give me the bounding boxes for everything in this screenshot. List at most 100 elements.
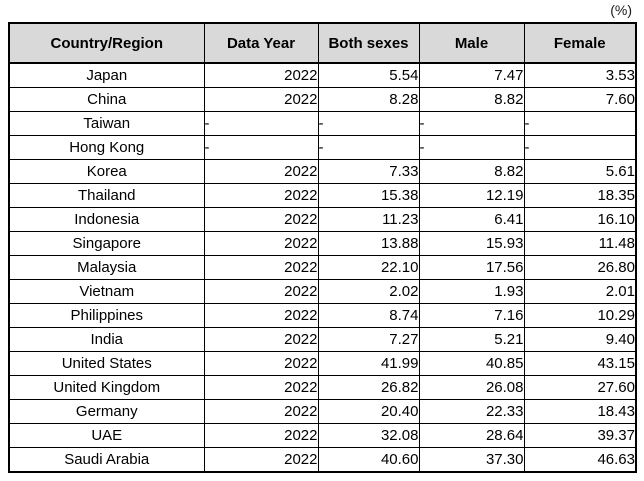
cell-country: UAE <box>8 423 205 448</box>
cell-value: - <box>523 135 637 160</box>
cell-value: 2.01 <box>523 279 637 304</box>
cell-value: 43.15 <box>523 351 637 376</box>
cell-value: - <box>523 111 637 136</box>
table-row: Taiwan - - - - <box>8 111 637 136</box>
cell-value: 28.64 <box>418 423 525 448</box>
cell-value: 2022 <box>203 375 319 400</box>
cell-value: 7.16 <box>418 303 525 328</box>
cell-country: Vietnam <box>8 279 205 304</box>
cell-country: Hong Kong <box>8 135 205 160</box>
cell-country: China <box>8 87 205 112</box>
cell-value: 40.60 <box>317 447 420 473</box>
cell-value: 2022 <box>203 279 319 304</box>
cell-value: 15.38 <box>317 183 420 208</box>
table-row: China 2022 8.28 8.82 7.60 <box>8 87 637 112</box>
table-row: Germany 2022 20.40 22.33 18.43 <box>8 399 637 424</box>
cell-country: Singapore <box>8 231 205 256</box>
cell-value: 2022 <box>203 87 319 112</box>
cell-value: - <box>317 135 420 160</box>
cell-value: 5.21 <box>418 327 525 352</box>
cell-value: 20.40 <box>317 399 420 424</box>
table-body: Japan 2022 5.54 7.47 3.53 China 2022 8.28 8.82 7.… <box>8 62 637 473</box>
cell-value: 15.93 <box>418 231 525 256</box>
cell-value: 2022 <box>203 351 319 376</box>
cell-value: 27.60 <box>523 375 637 400</box>
column-header: Country/Region <box>8 22 205 64</box>
cell-value: 6.41 <box>418 207 525 232</box>
cell-value: 2.02 <box>317 279 420 304</box>
cell-value: 7.60 <box>523 87 637 112</box>
cell-value: - <box>203 111 319 136</box>
cell-country: India <box>8 327 205 352</box>
cell-value: 8.74 <box>317 303 420 328</box>
table-row: Korea 2022 7.33 8.82 5.61 <box>8 159 637 184</box>
cell-value: 8.82 <box>418 87 525 112</box>
cell-value: 2022 <box>203 255 319 280</box>
cell-country: Korea <box>8 159 205 184</box>
cell-country: Indonesia <box>8 207 205 232</box>
cell-country: United States <box>8 351 205 376</box>
table-row: Hong Kong - - - - <box>8 135 637 160</box>
cell-value: 18.35 <box>523 183 637 208</box>
cell-country: Philippines <box>8 303 205 328</box>
cell-value: 40.85 <box>418 351 525 376</box>
table-row: Saudi Arabia 2022 40.60 37.30 46.63 <box>8 447 637 473</box>
column-header: Both sexes <box>317 22 420 64</box>
cell-value: 2022 <box>203 327 319 352</box>
cell-value: 13.88 <box>317 231 420 256</box>
cell-value: 7.27 <box>317 327 420 352</box>
cell-value: 2022 <box>203 423 319 448</box>
cell-value: 39.37 <box>523 423 637 448</box>
table-row: Malaysia 2022 22.10 17.56 26.80 <box>8 255 637 280</box>
cell-value: - <box>203 135 319 160</box>
cell-value: 7.47 <box>418 62 525 88</box>
table-row: India 2022 7.27 5.21 9.40 <box>8 327 637 352</box>
country-stats-table: Country/Region Data Year Both sexes Male Fem… <box>8 22 637 473</box>
cell-value: 7.33 <box>317 159 420 184</box>
column-header: Data Year <box>203 22 319 64</box>
table-row: Japan 2022 5.54 7.47 3.53 <box>8 62 637 88</box>
cell-value: 32.08 <box>317 423 420 448</box>
table-row: Indonesia 2022 11.23 6.41 16.10 <box>8 207 637 232</box>
cell-value: 11.23 <box>317 207 420 232</box>
column-header: Female <box>523 22 637 64</box>
cell-value: 2022 <box>203 399 319 424</box>
cell-value: 3.53 <box>523 62 637 88</box>
cell-value: 2022 <box>203 62 319 88</box>
table-header-row: Country/Region Data Year Both sexes Male Fem… <box>8 22 637 64</box>
cell-value: 8.28 <box>317 87 420 112</box>
cell-value: 2022 <box>203 183 319 208</box>
cell-value: - <box>317 111 420 136</box>
table-row: UAE 2022 32.08 28.64 39.37 <box>8 423 637 448</box>
cell-country: Thailand <box>8 183 205 208</box>
cell-value: 16.10 <box>523 207 637 232</box>
cell-value: 10.29 <box>523 303 637 328</box>
cell-value: 2022 <box>203 231 319 256</box>
cell-value: - <box>418 111 525 136</box>
cell-value: 41.99 <box>317 351 420 376</box>
cell-value: 8.82 <box>418 159 525 184</box>
cell-country: Saudi Arabia <box>8 447 205 473</box>
cell-value: 12.19 <box>418 183 525 208</box>
table-row: Singapore 2022 13.88 15.93 11.48 <box>8 231 637 256</box>
cell-value: 46.63 <box>523 447 637 473</box>
table-row: Vietnam 2022 2.02 1.93 2.01 <box>8 279 637 304</box>
cell-value: 2022 <box>203 303 319 328</box>
cell-value: 1.93 <box>418 279 525 304</box>
cell-value: 9.40 <box>523 327 637 352</box>
table-row: Thailand 2022 15.38 12.19 18.35 <box>8 183 637 208</box>
cell-value: 11.48 <box>523 231 637 256</box>
cell-value: 2022 <box>203 159 319 184</box>
cell-value: 5.61 <box>523 159 637 184</box>
table-row: United States 2022 41.99 40.85 43.15 <box>8 351 637 376</box>
cell-country: Taiwan <box>8 111 205 136</box>
cell-value: 2022 <box>203 447 319 473</box>
cell-value: 26.80 <box>523 255 637 280</box>
table-row: United Kingdom 2022 26.82 26.08 27.60 <box>8 375 637 400</box>
cell-value: 18.43 <box>523 399 637 424</box>
cell-country: Germany <box>8 399 205 424</box>
cell-value: 22.33 <box>418 399 525 424</box>
cell-country: Malaysia <box>8 255 205 280</box>
cell-value: 5.54 <box>317 62 420 88</box>
